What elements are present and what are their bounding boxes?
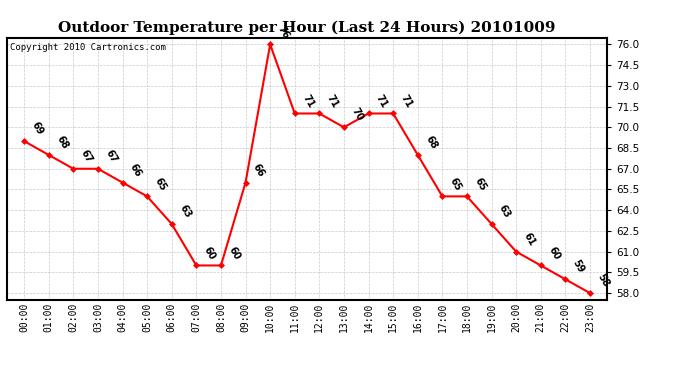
Text: 65: 65 <box>473 176 488 192</box>
Text: 59: 59 <box>571 258 586 275</box>
Text: 71: 71 <box>300 93 316 110</box>
Text: 67: 67 <box>79 148 95 165</box>
Text: 60: 60 <box>226 244 242 261</box>
Text: Copyright 2010 Cartronics.com: Copyright 2010 Cartronics.com <box>10 43 166 52</box>
Text: 60: 60 <box>546 244 562 261</box>
Text: 58: 58 <box>595 272 611 289</box>
Text: 66: 66 <box>128 162 144 178</box>
Text: 76: 76 <box>276 24 291 40</box>
Text: 63: 63 <box>177 203 193 220</box>
Text: 63: 63 <box>497 203 513 220</box>
Text: 65: 65 <box>152 176 168 192</box>
Text: 71: 71 <box>374 93 390 110</box>
Text: 71: 71 <box>399 93 414 110</box>
Text: 70: 70 <box>350 106 365 123</box>
Text: 60: 60 <box>202 244 217 261</box>
Text: 68: 68 <box>55 134 70 151</box>
Text: 61: 61 <box>522 231 537 248</box>
Text: 65: 65 <box>448 176 463 192</box>
Text: 68: 68 <box>424 134 439 151</box>
Text: 66: 66 <box>251 162 266 178</box>
Text: 67: 67 <box>104 148 119 165</box>
Text: 71: 71 <box>325 93 340 110</box>
Title: Outdoor Temperature per Hour (Last 24 Hours) 20101009: Outdoor Temperature per Hour (Last 24 Ho… <box>58 21 556 35</box>
Text: 69: 69 <box>30 120 45 137</box>
